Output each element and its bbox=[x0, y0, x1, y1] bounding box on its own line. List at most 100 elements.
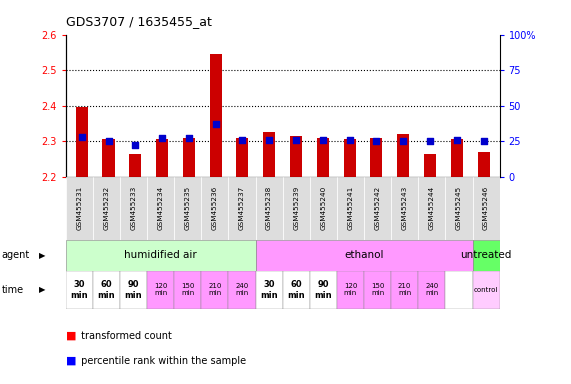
Bar bbox=[263, 132, 275, 177]
Bar bbox=[337, 271, 364, 309]
Point bbox=[372, 138, 381, 144]
Point bbox=[479, 138, 488, 144]
Bar bbox=[201, 271, 228, 309]
Bar bbox=[309, 177, 337, 240]
Bar bbox=[66, 177, 93, 240]
Point bbox=[104, 138, 113, 144]
Text: 240
min: 240 min bbox=[235, 283, 248, 296]
Bar bbox=[255, 271, 283, 309]
Bar bbox=[391, 271, 418, 309]
Bar bbox=[147, 271, 174, 309]
Point bbox=[399, 138, 408, 144]
Text: 150
min: 150 min bbox=[371, 283, 384, 296]
Bar bbox=[290, 136, 302, 177]
Bar bbox=[371, 137, 383, 177]
Bar bbox=[66, 271, 93, 309]
Text: ▶: ▶ bbox=[39, 285, 45, 295]
Bar bbox=[228, 271, 255, 309]
Text: 30
min: 30 min bbox=[70, 280, 88, 300]
Text: GSM455234: GSM455234 bbox=[158, 186, 164, 230]
Bar bbox=[66, 240, 255, 271]
Point bbox=[77, 134, 86, 140]
Bar bbox=[364, 271, 391, 309]
Bar bbox=[147, 177, 174, 240]
Text: 240
min: 240 min bbox=[425, 283, 439, 296]
Bar bbox=[93, 177, 120, 240]
Text: humidified air: humidified air bbox=[124, 250, 197, 260]
Point bbox=[158, 135, 167, 141]
Text: 210
min: 210 min bbox=[398, 283, 411, 296]
Text: ▶: ▶ bbox=[39, 251, 45, 260]
Text: GSM455238: GSM455238 bbox=[266, 186, 272, 230]
Bar bbox=[183, 137, 195, 177]
Point bbox=[318, 137, 327, 143]
Text: GSM455244: GSM455244 bbox=[429, 186, 435, 230]
Text: GSM455240: GSM455240 bbox=[320, 186, 327, 230]
Bar bbox=[93, 271, 120, 309]
Text: 120
min: 120 min bbox=[154, 283, 167, 296]
Text: 30
min: 30 min bbox=[260, 280, 278, 300]
Bar bbox=[317, 137, 329, 177]
Text: 60
min: 60 min bbox=[98, 280, 115, 300]
Text: 60
min: 60 min bbox=[287, 280, 305, 300]
Point bbox=[425, 138, 435, 144]
Bar bbox=[201, 177, 228, 240]
Point bbox=[265, 137, 274, 143]
Bar bbox=[309, 271, 337, 309]
Text: GSM455241: GSM455241 bbox=[347, 186, 353, 230]
Bar bbox=[255, 177, 283, 240]
Point bbox=[345, 137, 354, 143]
Bar bbox=[418, 177, 445, 240]
Point bbox=[452, 137, 461, 143]
Text: percentile rank within the sample: percentile rank within the sample bbox=[78, 356, 246, 366]
Text: agent: agent bbox=[2, 250, 30, 260]
Text: GSM455237: GSM455237 bbox=[239, 186, 245, 230]
Bar bbox=[210, 54, 222, 177]
Text: transformed count: transformed count bbox=[78, 331, 172, 341]
Text: untreated: untreated bbox=[460, 250, 512, 260]
Text: control: control bbox=[474, 287, 498, 293]
Text: GSM455242: GSM455242 bbox=[375, 186, 381, 230]
Text: GSM455239: GSM455239 bbox=[293, 186, 299, 230]
Bar bbox=[228, 177, 255, 240]
Text: GDS3707 / 1635455_at: GDS3707 / 1635455_at bbox=[66, 15, 211, 28]
Bar bbox=[445, 271, 473, 309]
Text: GSM455232: GSM455232 bbox=[103, 186, 110, 230]
Bar bbox=[477, 152, 489, 177]
Text: ■: ■ bbox=[66, 331, 76, 341]
Bar bbox=[156, 139, 168, 177]
Text: 90
min: 90 min bbox=[315, 280, 332, 300]
Text: ethanol: ethanol bbox=[344, 250, 384, 260]
Bar bbox=[473, 240, 500, 271]
Bar bbox=[174, 177, 202, 240]
Bar bbox=[76, 108, 88, 177]
Bar bbox=[174, 271, 202, 309]
Bar bbox=[120, 177, 147, 240]
Text: GSM455246: GSM455246 bbox=[483, 186, 489, 230]
Bar bbox=[120, 271, 147, 309]
Bar bbox=[283, 271, 309, 309]
Bar bbox=[103, 139, 115, 177]
Bar bbox=[451, 139, 463, 177]
Bar bbox=[445, 177, 473, 240]
Text: GSM455236: GSM455236 bbox=[212, 186, 218, 230]
Bar bbox=[473, 177, 500, 240]
Text: time: time bbox=[2, 285, 24, 295]
Text: 120
min: 120 min bbox=[344, 283, 357, 296]
Point bbox=[184, 135, 194, 141]
Text: GSM455231: GSM455231 bbox=[76, 186, 82, 230]
Text: 90
min: 90 min bbox=[124, 280, 142, 300]
Text: GSM455235: GSM455235 bbox=[184, 186, 191, 230]
Text: GSM455245: GSM455245 bbox=[456, 186, 462, 230]
Bar bbox=[344, 139, 356, 177]
Bar bbox=[397, 134, 409, 177]
Bar bbox=[391, 177, 418, 240]
Bar bbox=[236, 137, 248, 177]
Point bbox=[238, 137, 247, 143]
Bar bbox=[473, 271, 500, 309]
Bar bbox=[129, 154, 142, 177]
Text: 150
min: 150 min bbox=[181, 283, 194, 296]
Bar bbox=[424, 154, 436, 177]
Bar bbox=[364, 177, 391, 240]
Text: ■: ■ bbox=[66, 356, 76, 366]
